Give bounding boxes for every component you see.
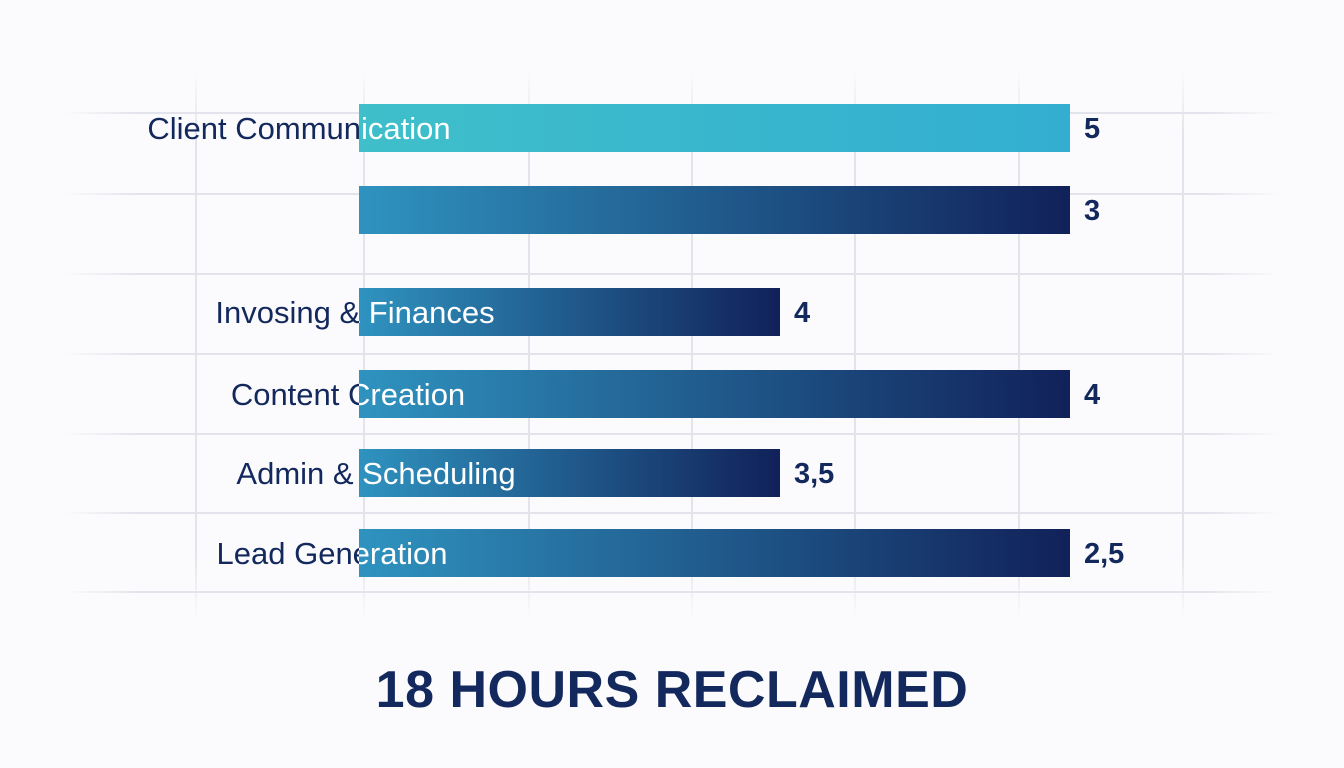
grid-line-horizontal <box>64 353 1280 355</box>
category-label-on-bar: Invosing & Finances <box>215 295 494 330</box>
grid-line-horizontal <box>64 512 1280 514</box>
value-label: 4 <box>1084 379 1100 411</box>
grid-line-vertical <box>195 70 197 620</box>
grid-line-vertical <box>528 70 530 620</box>
value-label: 2,5 <box>1084 538 1124 570</box>
grid-line-horizontal <box>64 273 1280 275</box>
value-label: 3 <box>1084 195 1100 227</box>
bar <box>359 370 1070 418</box>
bar <box>359 104 1070 152</box>
grid-line-vertical <box>1018 70 1020 620</box>
category-label-on-bar: Lead Generation <box>217 536 448 571</box>
bar <box>359 449 780 497</box>
bar <box>359 186 1070 234</box>
category-label-on-bar: Admin & Scheduling <box>236 456 515 491</box>
grid-line-vertical <box>1182 70 1184 620</box>
category-labels-dark: Client Communication Invosing & Finances C… <box>147 111 515 571</box>
grid-line-vertical <box>691 70 693 620</box>
category-labels-light: Client Communication Invosing & Finances C… <box>147 111 516 571</box>
category-label-on-bar: Content Creation <box>231 377 465 412</box>
category-label-on-bar: Client Communication <box>147 111 450 146</box>
grid-line-horizontal <box>64 591 1280 593</box>
value-label: 3,5 <box>794 458 834 490</box>
bar <box>359 288 780 336</box>
value-label: 5 <box>1084 113 1100 145</box>
grid-line-horizontal <box>64 433 1280 435</box>
value-label: 4 <box>794 297 810 329</box>
bars <box>359 104 1070 577</box>
bar <box>359 529 1070 577</box>
grid-line-vertical <box>854 70 856 620</box>
headline: 18 HOURS RECLAIMED <box>375 661 969 719</box>
value-labels: 5 3 4 4 3,5 2,5 <box>794 113 1124 570</box>
grid-line-vertical <box>363 70 365 620</box>
